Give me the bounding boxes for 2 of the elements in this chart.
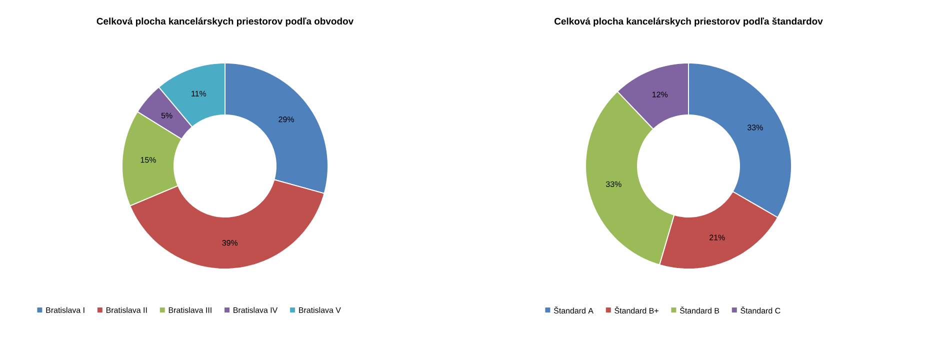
chart-title: Celková plocha kancelárskych priestorov podľa štandardov — [554, 17, 823, 27]
chart-title: Celková plocha kancelárskych priestorov podľa obvodov — [96, 18, 354, 26]
